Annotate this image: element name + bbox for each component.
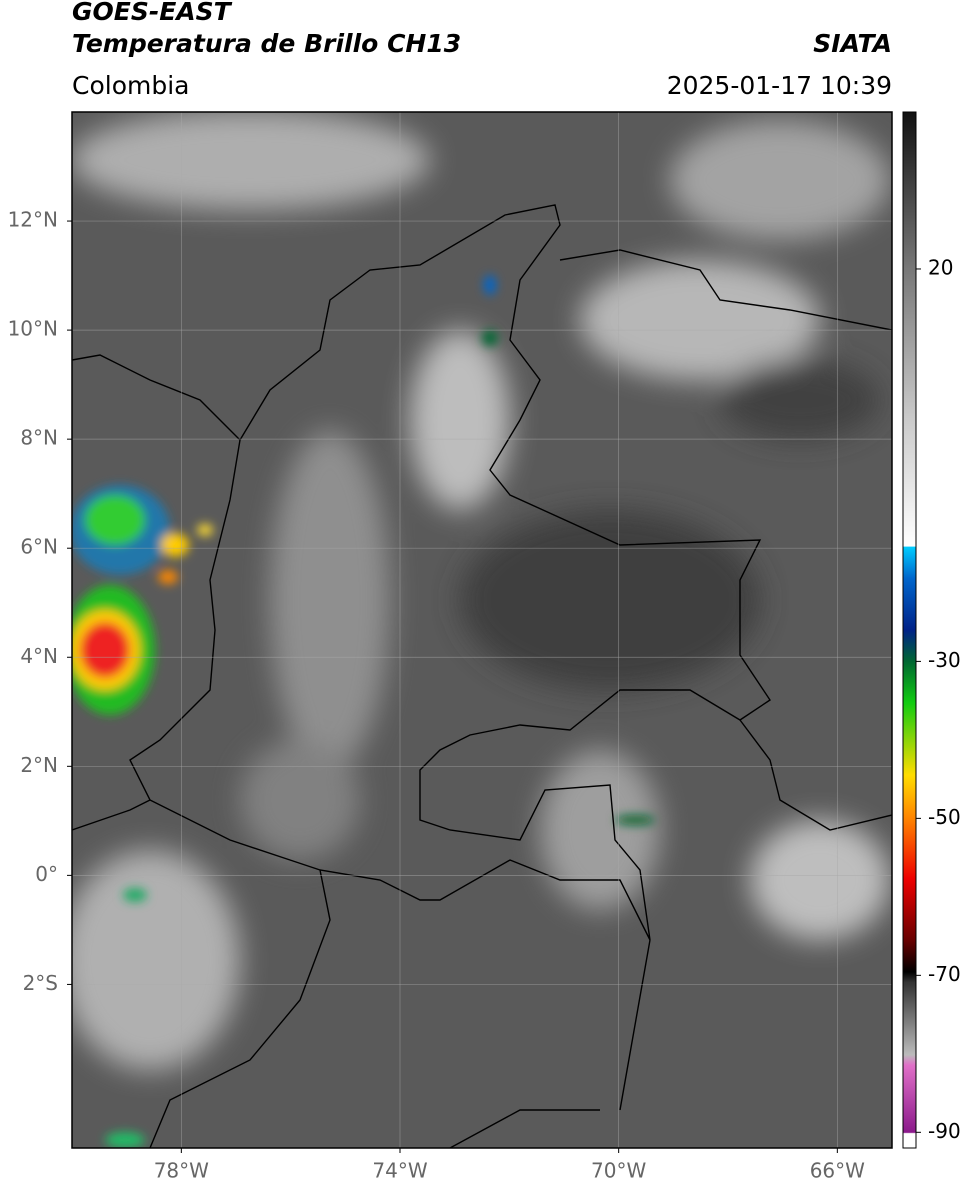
lat-tick-label: 4°N [20, 644, 58, 668]
lon-tick-label: 70°W [591, 1159, 646, 1183]
map-frame [71, 111, 893, 1149]
lat-tick-label: 12°N [8, 208, 58, 232]
subtitle: Temperatura de Brillo CH13 [72, 29, 461, 58]
colorbar-tick-label: -90 [928, 1119, 961, 1143]
graticule [72, 112, 892, 1148]
satellite-image [72, 112, 892, 1148]
lat-tick-label: 6°N [20, 535, 58, 559]
colorbar-tick-label: -50 [928, 805, 961, 829]
country-border [129, 204, 771, 941]
colorbar [902, 111, 917, 1149]
lat-tick-label: 2°S [23, 971, 58, 995]
colorbar-tick-label: -70 [928, 962, 961, 986]
lon-tick-label: 66°W [810, 1159, 865, 1183]
lon-tick-label: 78°W [154, 1159, 209, 1183]
colorbar-tick-label: 20 [928, 255, 953, 279]
coastline [72, 249, 892, 1148]
timestamp: 2025-01-17 10:39 [667, 71, 892, 100]
lat-tick-label: 8°N [20, 426, 58, 450]
lon-tick-label: 74°W [372, 1159, 427, 1183]
region: Colombia [72, 71, 189, 100]
lat-tick-label: 0° [35, 862, 58, 886]
lat-tick-label: 10°N [8, 317, 58, 341]
colorbar-tick-label: -30 [928, 648, 961, 672]
source: SIATA [813, 29, 892, 58]
title: GOES-EAST [72, 0, 233, 26]
lat-tick-label: 2°N [20, 753, 58, 777]
